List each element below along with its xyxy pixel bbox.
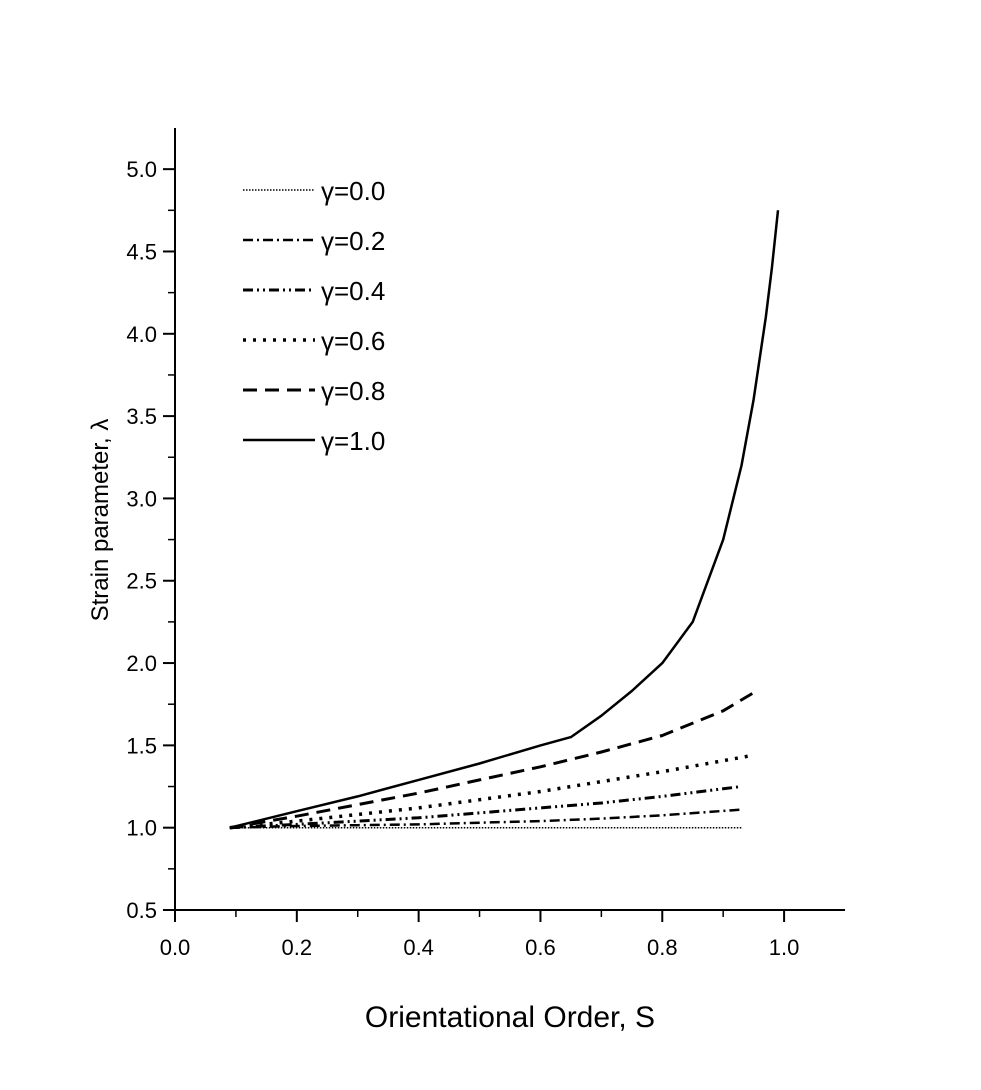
legend-label-2: γ=0.4 bbox=[321, 276, 385, 306]
legend-label-1: γ=0.2 bbox=[321, 226, 385, 256]
y-tick-label: 0.5 bbox=[126, 898, 157, 923]
series-line-5 bbox=[229, 210, 780, 829]
y-axis-title: Strain parameter, λ bbox=[87, 419, 114, 622]
y-tick-label: 2.0 bbox=[126, 651, 157, 676]
legend: γ=0.0 γ=0.2 γ=0.4 γ=0.6 γ=0.8 γ=1.0 bbox=[243, 176, 385, 456]
y-tick-label: 4.5 bbox=[126, 239, 157, 264]
legend-label-5: γ=1.0 bbox=[321, 426, 385, 456]
y-tick-label: 3.5 bbox=[126, 404, 157, 429]
x-tick-label: 0.6 bbox=[525, 935, 556, 960]
x-tick-label: 1.0 bbox=[769, 935, 800, 960]
series-line-2 bbox=[229, 785, 742, 830]
y-tick-label: 5.0 bbox=[126, 157, 157, 182]
x-ticks: 0.0 0.2 0.4 0.6 0.8 1.0 bbox=[160, 910, 800, 960]
y-tick-label: 4.0 bbox=[126, 322, 157, 347]
legend-label-4: γ=0.8 bbox=[321, 376, 385, 406]
y-tick-label: 2.5 bbox=[126, 569, 157, 594]
y-tick-label: 1.5 bbox=[126, 733, 157, 758]
x-tick-label: 0.4 bbox=[403, 935, 434, 960]
series-line-3 bbox=[229, 753, 754, 830]
y-tick-label: 3.0 bbox=[126, 486, 157, 511]
legend-label-3: γ=0.6 bbox=[321, 326, 385, 356]
x-tick-label: 0.0 bbox=[160, 935, 191, 960]
x-tick-label: 0.8 bbox=[647, 935, 678, 960]
series-group bbox=[229, 210, 780, 830]
plot-area: 0.0 0.2 0.4 0.6 0.8 1.0 0.5 1.0 1.5 2.0 2.5 3.0 3.5… bbox=[126, 128, 845, 960]
y-tick-label: 1.0 bbox=[126, 816, 157, 841]
y-ticks: 0.5 1.0 1.5 2.0 2.5 3.0 3.5 4.0 4.5 5.0 bbox=[126, 157, 175, 923]
x-tick-label: 0.2 bbox=[282, 935, 313, 960]
series-line-4 bbox=[229, 691, 755, 830]
legend-label-0: γ=0.0 bbox=[321, 176, 385, 206]
series-line-1 bbox=[229, 808, 742, 829]
x-axis-title: Orientational Order, S bbox=[365, 1001, 655, 1034]
